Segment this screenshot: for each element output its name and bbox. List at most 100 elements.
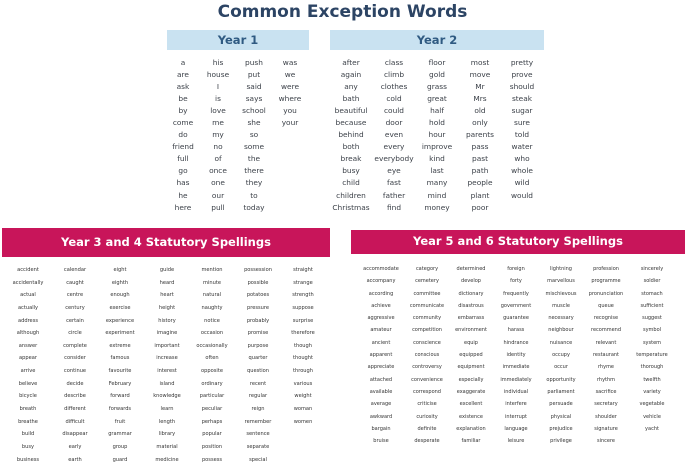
word: attached (369, 376, 393, 383)
word: only (472, 118, 488, 128)
word: push (245, 58, 263, 67)
word: Mr (475, 82, 485, 92)
word: available (369, 388, 393, 395)
word: guide (159, 267, 175, 273)
word: enough (110, 292, 130, 299)
word: occupy (552, 352, 570, 359)
word: would (511, 190, 533, 200)
word: forty (510, 278, 522, 285)
word: history (158, 317, 176, 324)
word: profession (593, 266, 619, 272)
word: guard (112, 456, 128, 463)
word: twelfth (643, 376, 661, 383)
word: bicycle (19, 393, 37, 400)
word: poor (471, 202, 489, 212)
word: length (158, 418, 176, 425)
word: eye (387, 166, 401, 176)
year1-column: push put said says school she so some the there th… (229, 57, 279, 214)
word: hold (429, 118, 445, 128)
word: correspond (413, 388, 441, 395)
word: guarantee (503, 315, 529, 322)
word: pass (471, 142, 489, 152)
word: possible (247, 279, 269, 286)
word: path (471, 166, 489, 176)
word: through (292, 368, 313, 375)
word: occasion (200, 330, 224, 337)
word: dictionary (458, 290, 484, 297)
word: interrupt (505, 413, 527, 420)
word: disappear (62, 431, 88, 438)
word: were (280, 82, 299, 92)
word: equipment (457, 364, 485, 371)
word: desperate (414, 438, 440, 445)
word: answer (18, 342, 38, 349)
word: strange (293, 279, 313, 286)
word: interest (157, 368, 177, 375)
word: privilege (550, 438, 572, 445)
word: after (342, 58, 360, 67)
word: pretty (510, 58, 534, 67)
word: accompany (366, 278, 396, 285)
word: equipped (459, 352, 483, 359)
word: determined (456, 266, 486, 272)
word: suggest (642, 315, 662, 322)
word: no (213, 142, 223, 152)
word: nuisance (549, 339, 573, 346)
word: library (158, 431, 176, 438)
word: achieve (371, 302, 391, 309)
word: cold (386, 94, 402, 104)
word: everybody (374, 154, 414, 164)
word: bath (342, 94, 360, 104)
word: yacht (645, 425, 659, 432)
word: system (642, 339, 662, 346)
word: father (382, 190, 406, 200)
word: remember (244, 418, 272, 425)
year34-column: calendar caught centre century certain circle… (52, 264, 98, 466)
word: surprise (292, 317, 314, 324)
word: equip (464, 339, 478, 346)
word: was (282, 58, 298, 67)
word: children (336, 190, 366, 200)
year2-column: floor gold grass great half hold hour improve ki… (412, 57, 462, 214)
word: parliament (547, 388, 575, 395)
year56-column: sincerely soldier stomach sufficient suggest… (629, 263, 675, 435)
word: recognise (593, 315, 619, 322)
word: therefore (291, 330, 315, 337)
word: average (370, 401, 392, 408)
word: beautiful (334, 106, 368, 116)
word: wild (514, 178, 530, 188)
word: sincere (596, 438, 615, 445)
word: breath (19, 406, 37, 413)
word: child (342, 178, 360, 188)
word: where (278, 94, 302, 104)
word: perhaps (201, 418, 223, 425)
word: put (247, 70, 261, 80)
word: find (386, 202, 402, 212)
word: necessary (548, 315, 574, 322)
word: competition (412, 327, 442, 334)
year34-column: eight eighth enough exercise experience exper… (97, 264, 143, 466)
word: actually (17, 304, 39, 311)
word: money (424, 202, 450, 212)
word: embarrass (457, 315, 485, 322)
word: minute (203, 279, 221, 286)
word: old (474, 106, 486, 116)
word: decide (66, 380, 84, 387)
word: house (206, 70, 230, 80)
word: said (246, 82, 262, 92)
word: woman (293, 406, 313, 413)
word: secretary (594, 401, 618, 408)
word: favourite (108, 368, 132, 375)
word: by (178, 106, 188, 116)
word: one (211, 178, 225, 188)
word: floor (428, 58, 446, 67)
year56-column: lightning marvellous mischievous muscle nece… (538, 263, 584, 447)
word: fast (387, 178, 401, 188)
word: persuade (549, 401, 573, 408)
word: climb (383, 70, 405, 80)
word: heard (159, 279, 175, 286)
word: height (158, 304, 176, 311)
word: notice (204, 317, 220, 324)
word: hour (428, 130, 446, 140)
word: community (412, 315, 442, 322)
